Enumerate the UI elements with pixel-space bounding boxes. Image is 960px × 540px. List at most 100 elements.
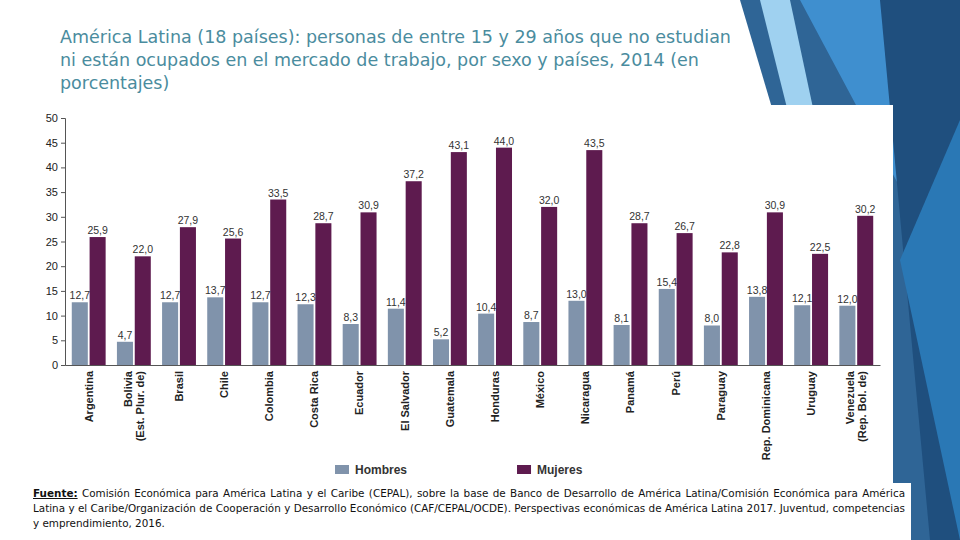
x-tick: Paraguay [715,370,727,420]
bar [631,223,647,365]
y-tick-mark [61,316,65,317]
x-tick: Honduras [489,371,501,422]
x-tick-label: Ecuador [353,370,365,415]
x-tick: Rep. Dominicana [760,370,772,460]
bar [677,233,693,365]
x-tick-label: Panamá [624,370,636,413]
bar [839,306,855,365]
x-tick-label: Perú [670,371,682,395]
bar [496,148,512,365]
data-label: 11,4 [386,296,406,308]
bar [117,342,133,365]
y-tick-mark [61,167,65,168]
bar [568,301,584,365]
y-tick-mark [61,217,65,218]
y-tick: 40 [46,161,65,173]
x-tick-label: El Salvador [399,370,411,431]
x-tick: Costa Rica [308,370,320,428]
data-label: 44,0 [494,135,515,147]
bar [162,302,178,365]
data-label: 37,2 [403,168,424,180]
bar [451,152,467,365]
y-tick-mark [61,192,65,193]
x-tick: Perú [670,371,682,395]
data-label: 12,7 [70,289,91,301]
y-tick-mark [61,340,65,341]
bar [614,325,630,365]
bar [659,289,675,365]
bar [749,297,765,365]
bar [315,223,331,365]
x-tick: El Salvador [399,370,411,431]
x-tick-label: Uruguay [805,370,817,416]
y-tick-label: 0 [52,359,58,371]
data-label: 32,0 [539,194,560,206]
x-tick: Nicaragua [579,370,591,424]
y-tick-label: 35 [46,186,58,198]
x-tick-label: Rep. Dominicana [760,370,772,460]
bar [722,252,738,365]
source-label: Fuente: [33,487,78,499]
data-label: 28,7 [313,210,334,222]
legend-label: Hombres [355,463,407,477]
x-tick-label: Colombia [263,370,275,421]
bars [72,148,873,365]
x-tick: México [534,371,546,409]
x-tick-label: Guatemala [444,370,456,427]
legend-label: Mujeres [537,463,583,477]
bar [767,212,783,365]
data-label: 4,7 [118,329,133,341]
data-label: 10,4 [476,301,497,313]
x-tick-label: Nicaragua [579,370,591,424]
data-label: 12,7 [250,289,271,301]
x-tick-label: Brasil [173,371,185,402]
y-tick: 45 [46,137,65,149]
x-tick: Chile [218,371,230,398]
y-tick-label: 10 [46,310,58,322]
bar [541,207,557,365]
bar [388,309,404,365]
y-tick-label: 40 [46,161,58,173]
data-label: 12,1 [792,292,813,304]
y-tick-label: 15 [46,285,58,297]
bar [270,200,286,365]
x-tick-label: Paraguay [715,370,727,420]
legend-swatch [517,465,531,474]
y-tick-mark [61,118,65,119]
y-tick-mark [61,242,65,243]
x-tick-label: Chile [218,371,230,398]
data-label: 12,7 [160,289,181,301]
data-label: 43,1 [449,139,470,151]
source-background [25,483,911,540]
y-tick: 0 [52,359,65,371]
data-label: 25,6 [223,226,244,238]
x-axis-line [66,365,881,366]
data-label: 25,9 [87,224,108,236]
data-label: 13,8 [747,284,768,296]
data-label: 30,9 [765,199,786,211]
bar [361,212,377,365]
bar [225,239,241,365]
data-label: 33,5 [268,187,289,199]
data-label: 8,0 [705,312,720,324]
bar [794,305,810,365]
x-tick: Argentina [83,370,95,422]
x-tick: Brasil [173,371,185,402]
legend-swatch [335,465,349,474]
x-tick: Bolivia(Est. Plur. de) [122,370,146,441]
bar [433,339,449,365]
x-tick-label: Costa Rica [308,370,320,428]
data-label: 15,4 [657,276,678,288]
bar [478,314,494,365]
x-tick-label: Bolivia(Est. Plur. de) [122,370,146,441]
data-label: 22,0 [133,243,154,255]
x-tick: Venezuela(Rep. Bol. de) [844,370,868,442]
data-label: 5,2 [434,326,449,338]
data-label: 26,7 [674,220,695,232]
data-label: 28,7 [629,210,650,222]
y-tick: 35 [46,186,65,198]
bar [90,237,106,365]
y-tick-label: 30 [46,211,58,223]
data-label: 27,9 [178,214,199,226]
bar [406,181,422,365]
